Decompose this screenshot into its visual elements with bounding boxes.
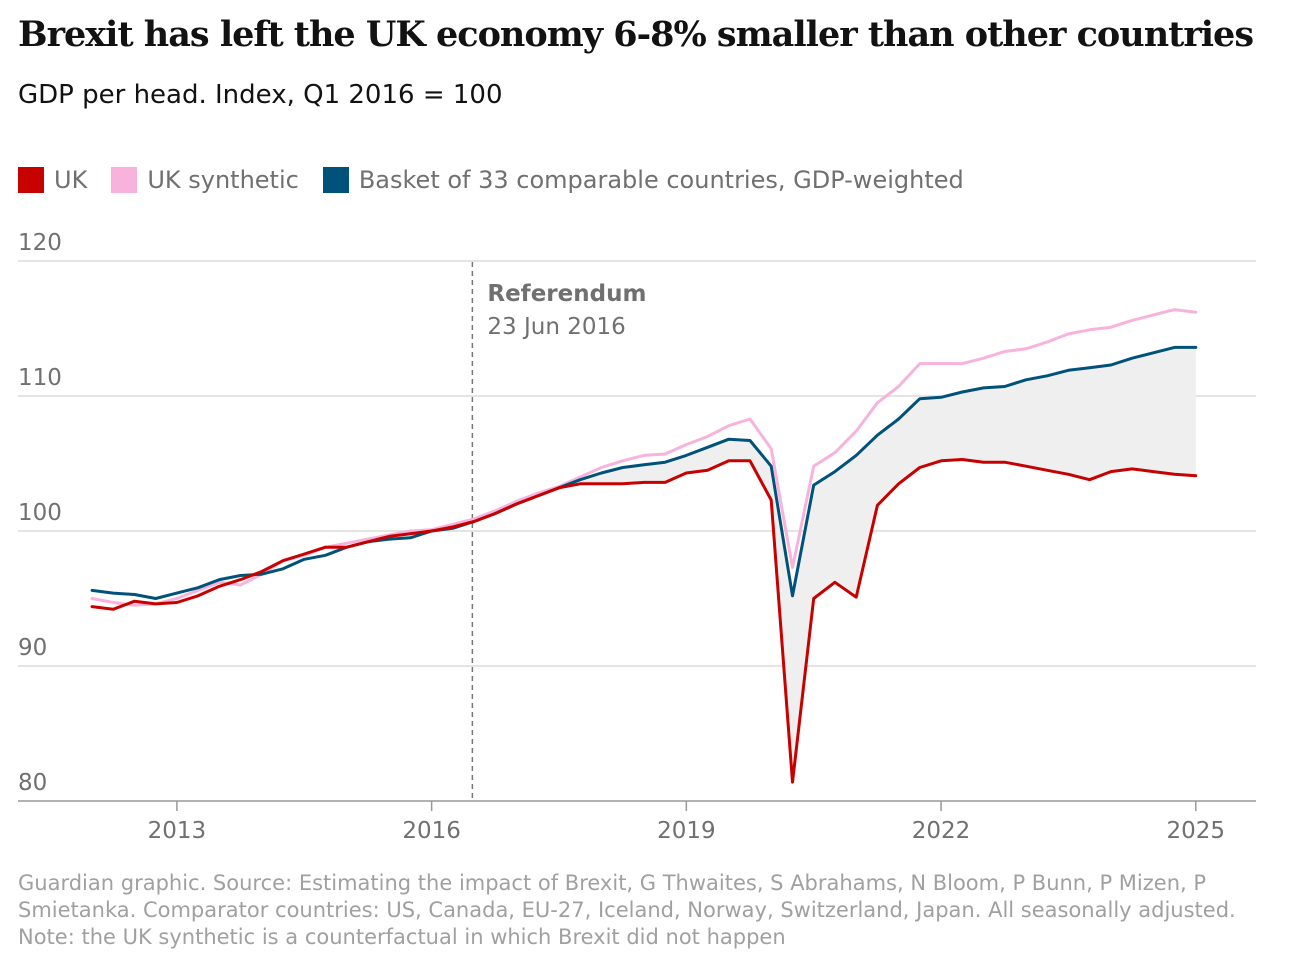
y-axis-labels: 120 110 100 90 80: [18, 230, 62, 796]
source-note: Guardian graphic. Source: Estimating the…: [18, 870, 1280, 951]
series-line-uk: [90, 458, 1198, 784]
legend: UK UK synthetic Basket of 33 comparable …: [18, 166, 988, 194]
legend-swatch-uk-synthetic: [111, 167, 138, 193]
chart-subtitle: GDP per head. Index, Q1 2016 = 100: [18, 80, 503, 110]
chart-title: Brexit has left the UK economy 6-8% smal…: [18, 14, 1254, 55]
legend-label-uk-synthetic: UK synthetic: [147, 166, 299, 194]
referendum-date: 23 Jun 2016: [487, 314, 625, 340]
legend-item-basket: Basket of 33 comparable countries, GDP-w…: [322, 166, 964, 194]
source-note-line-3: Note: the UK synthetic is a counterfactu…: [18, 925, 786, 949]
x-tick-label-2013: 2013: [148, 818, 207, 844]
y-tick-label-120: 120: [18, 230, 62, 256]
legend-label-uk: UK: [54, 166, 88, 194]
source-note-line-2: Smietanka. Comparator countries: US, Can…: [18, 898, 1236, 922]
x-axis-ticks: 2013 2016 2019 2022 2025: [148, 801, 1225, 844]
legend-label-basket: Basket of 33 comparable countries, GDP-w…: [358, 166, 964, 194]
series-lines: [90, 308, 1198, 784]
series-line-basket-of-33-comparable-countr: [90, 345, 1198, 600]
y-tick-label-100: 100: [18, 500, 62, 526]
x-tick-label-2016: 2016: [402, 818, 461, 844]
gridlines: [18, 260, 1256, 667]
y-tick-label-90: 90: [18, 635, 47, 661]
legend-swatch-basket: [322, 167, 349, 193]
y-tick-label-80: 80: [18, 770, 47, 796]
gap-shaded-area: [474, 347, 1196, 783]
referendum-label: Referendum: [487, 281, 646, 307]
x-tick-label-2025: 2025: [1167, 818, 1226, 844]
legend-item-uk-synthetic: UK synthetic: [111, 166, 299, 194]
source-note-line-1: Guardian graphic. Source: Estimating the…: [18, 871, 1207, 895]
x-tick-label-2019: 2019: [657, 818, 716, 844]
y-tick-label-110: 110: [18, 365, 62, 391]
x-tick-label-2022: 2022: [912, 818, 971, 844]
legend-item-uk: UK: [18, 166, 87, 194]
legend-swatch-uk: [18, 167, 44, 193]
